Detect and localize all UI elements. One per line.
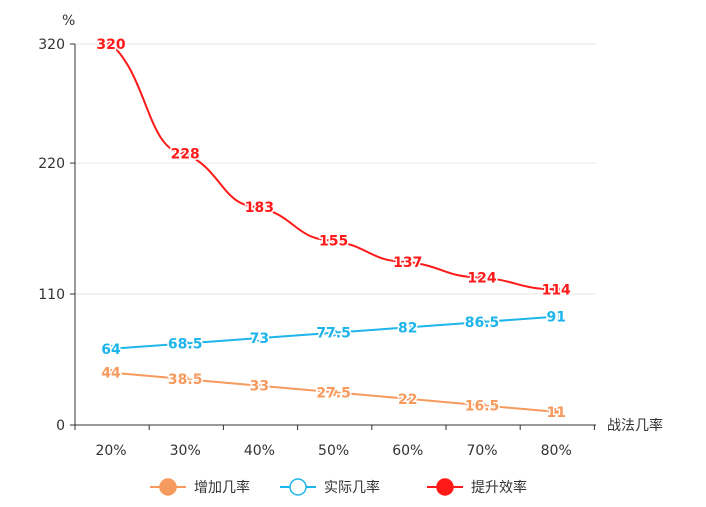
data-label: 73 [250, 331, 269, 347]
legend[interactable]: 增加几率 实际几率 提升效率 [150, 478, 527, 496]
data-label: 82 [398, 320, 417, 336]
y-tick-label: 0 [56, 418, 65, 434]
y-tick-label: 110 [38, 287, 65, 303]
data-point[interactable] [255, 334, 264, 342]
legend-marker [436, 478, 454, 496]
data-label: 44 [101, 366, 121, 382]
data-point[interactable] [404, 323, 412, 332]
data-label: 124 [467, 270, 496, 286]
grid-lines [75, 43, 596, 295]
data-point[interactable] [478, 401, 486, 410]
data-label: 183 [245, 200, 274, 216]
data-point[interactable] [552, 408, 560, 416]
data-label: 38.5 [168, 372, 203, 388]
data-label: 155 [319, 233, 348, 249]
data-point[interactable] [478, 273, 486, 282]
data-label: 137 [393, 255, 422, 271]
series-2: 64 68.5 73 77.5 82 86.5 91 [100, 308, 568, 359]
legend-item[interactable]: 增加几率 [150, 478, 250, 496]
data-label: 16.5 [465, 398, 500, 414]
x-axis-ticks: 20% 30% 40% 50% 60% 70% 80% [74, 425, 595, 459]
data-label: 27.5 [316, 385, 351, 401]
axes [74, 44, 596, 426]
y-tick-label: 320 [38, 37, 65, 53]
data-point[interactable] [181, 375, 189, 383]
data-point[interactable] [552, 312, 560, 321]
series-group: 44 38.5 33 27.5 22 16.5 11 64 68.5 73 77.5 82 86.5 91… [95, 36, 573, 423]
data-label: 91 [546, 310, 565, 326]
x-tick-label: 20% [95, 443, 126, 459]
y-axis-ticks: 0 110 220 320 [38, 37, 75, 434]
data-point[interactable] [552, 285, 560, 294]
data-point[interactable] [107, 40, 115, 48]
data-label: 228 [171, 147, 200, 163]
series-3: 320 228 183 155 137 124 114 [95, 36, 573, 300]
x-tick-label: 80% [541, 443, 572, 459]
x-axis-title: 战法几率 [607, 417, 663, 434]
data-point[interactable] [107, 368, 115, 377]
x-tick-label: 60% [392, 443, 423, 459]
data-label: 68.5 [168, 336, 203, 352]
data-point[interactable] [329, 236, 338, 245]
data-point[interactable] [478, 318, 486, 326]
y-tick-label: 220 [38, 156, 65, 172]
x-tick-label: 40% [244, 443, 275, 459]
data-point[interactable] [181, 149, 189, 158]
legend-item[interactable]: 提升效率 [427, 478, 527, 496]
data-label: 22 [398, 392, 417, 408]
y-axis-title: % [62, 13, 75, 29]
legend-label: 提升效率 [471, 479, 527, 496]
legend-label: 实际几率 [324, 479, 380, 496]
legend-marker [289, 478, 307, 496]
series-line [110, 43, 557, 291]
data-label: 33 [250, 379, 269, 395]
data-label: 77.5 [316, 326, 351, 342]
data-point[interactable] [404, 395, 412, 403]
data-point[interactable] [107, 345, 115, 353]
data-point[interactable] [255, 381, 264, 390]
legend-label: 增加几率 [194, 479, 250, 496]
x-tick-label: 70% [466, 443, 497, 459]
data-point[interactable] [255, 203, 264, 211]
x-tick-label: 50% [318, 443, 349, 459]
legend-item[interactable]: 实际几率 [280, 478, 380, 496]
data-label: 11 [546, 405, 565, 421]
data-label: 64 [101, 342, 121, 358]
data-point[interactable] [404, 258, 412, 266]
data-label: 86.5 [465, 315, 500, 331]
data-label: 320 [96, 37, 125, 53]
series-1: 44 38.5 33 27.5 22 16.5 11 [100, 364, 568, 422]
x-tick-label: 30% [170, 443, 201, 459]
data-label: 114 [542, 282, 571, 298]
legend-marker [159, 478, 177, 496]
data-point[interactable] [181, 339, 189, 348]
data-point[interactable] [329, 388, 338, 397]
data-point[interactable] [329, 328, 338, 337]
